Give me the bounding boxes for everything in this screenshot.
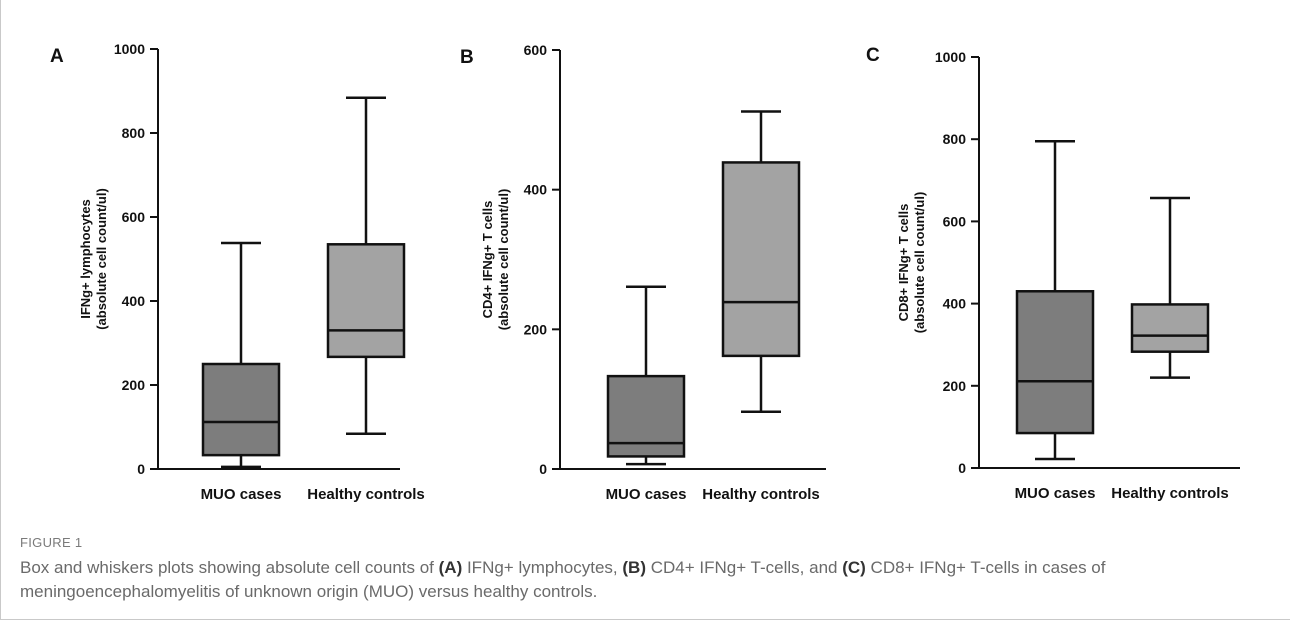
panel-b-y-axis-title-line2: (absolute cell count/ul) <box>496 189 511 331</box>
panel-c-y-tick-label: 800 <box>943 131 967 147</box>
caption-text-2: IFNg+ lymphocytes, <box>462 558 623 577</box>
panel-a-y-axis-title-line1: IFNg+ lymphocytes <box>78 199 93 319</box>
caption-ref-a: (A) <box>438 558 463 577</box>
panel-c-label: C <box>866 45 880 66</box>
panel-c-y-tick-label: 600 <box>943 213 967 229</box>
panel-a-x-tick-label: MUO cases <box>201 486 282 503</box>
panel-a-box-2-iqr-box <box>326 243 406 359</box>
caption-text-4: CD8+ IFNg+ T-cells in cases of meningoen… <box>20 558 1106 601</box>
panel-a-y-tick-label: 600 <box>122 209 146 225</box>
panel-b-y-tick-label: 200 <box>524 321 548 337</box>
panel-c-y-tick-label: 1000 <box>935 49 966 65</box>
panel-a-box-1-iqr-box <box>201 362 281 457</box>
panel-c-box-2-iqr-box <box>1130 303 1210 353</box>
panel-c-x-tick-label: MUO cases <box>1015 485 1096 502</box>
panel-c-y-tick-label: 200 <box>943 378 967 394</box>
panel-c-y-axis-title-line1: CD8+ IFNg+ T cells <box>896 204 911 322</box>
figure-label: FIGURE 1 <box>20 535 83 550</box>
panel-c-y-tick-label: 400 <box>943 296 967 312</box>
panel-a-label: A <box>50 46 64 67</box>
panel-a-x-tick-label: Healthy controls <box>307 486 425 503</box>
panel-a-y-tick-label: 400 <box>122 293 146 309</box>
caption-ref-c: (C) <box>842 558 866 577</box>
panel-b-y-axis-title-line1: CD4+ IFNg+ T cells <box>480 201 495 319</box>
panel-c-y-axis-title-line2: (absolute cell count/ul) <box>912 192 927 334</box>
caption-text-1: Box and whiskers plots showing absolute … <box>20 558 439 577</box>
panel-c-y-tick-label: 0 <box>958 460 966 476</box>
figure-caption: Box and whiskers plots showing absolute … <box>20 556 1270 604</box>
panel-b-x-tick-label: Healthy controls <box>702 486 820 503</box>
panel-b-x-tick-label: MUO cases <box>606 486 687 503</box>
panel-b-label: B <box>460 47 474 68</box>
panel-c-x-tick-label: Healthy controls <box>1111 485 1229 502</box>
panel-a-y-axis-title-line2: (absolute cell count/ul) <box>94 188 109 330</box>
panel-b-y-tick-label: 600 <box>524 42 548 58</box>
panel-b-y-tick-label: 0 <box>539 461 547 477</box>
panel-a-y-tick-label: 200 <box>122 377 146 393</box>
panel-b-y-tick-label: 400 <box>524 182 548 198</box>
panel-a-y-tick-label: 1000 <box>114 41 145 57</box>
caption-ref-b: (B) <box>622 558 646 577</box>
panel-a-y-tick-label: 800 <box>122 125 146 141</box>
panel-b-box-2-iqr-box <box>721 161 801 358</box>
caption-text-3: CD4+ IFNg+ T-cells, and <box>645 558 843 577</box>
panel-c-box-1-iqr-box <box>1015 290 1095 435</box>
panel-a-y-tick-label: 0 <box>137 461 145 477</box>
